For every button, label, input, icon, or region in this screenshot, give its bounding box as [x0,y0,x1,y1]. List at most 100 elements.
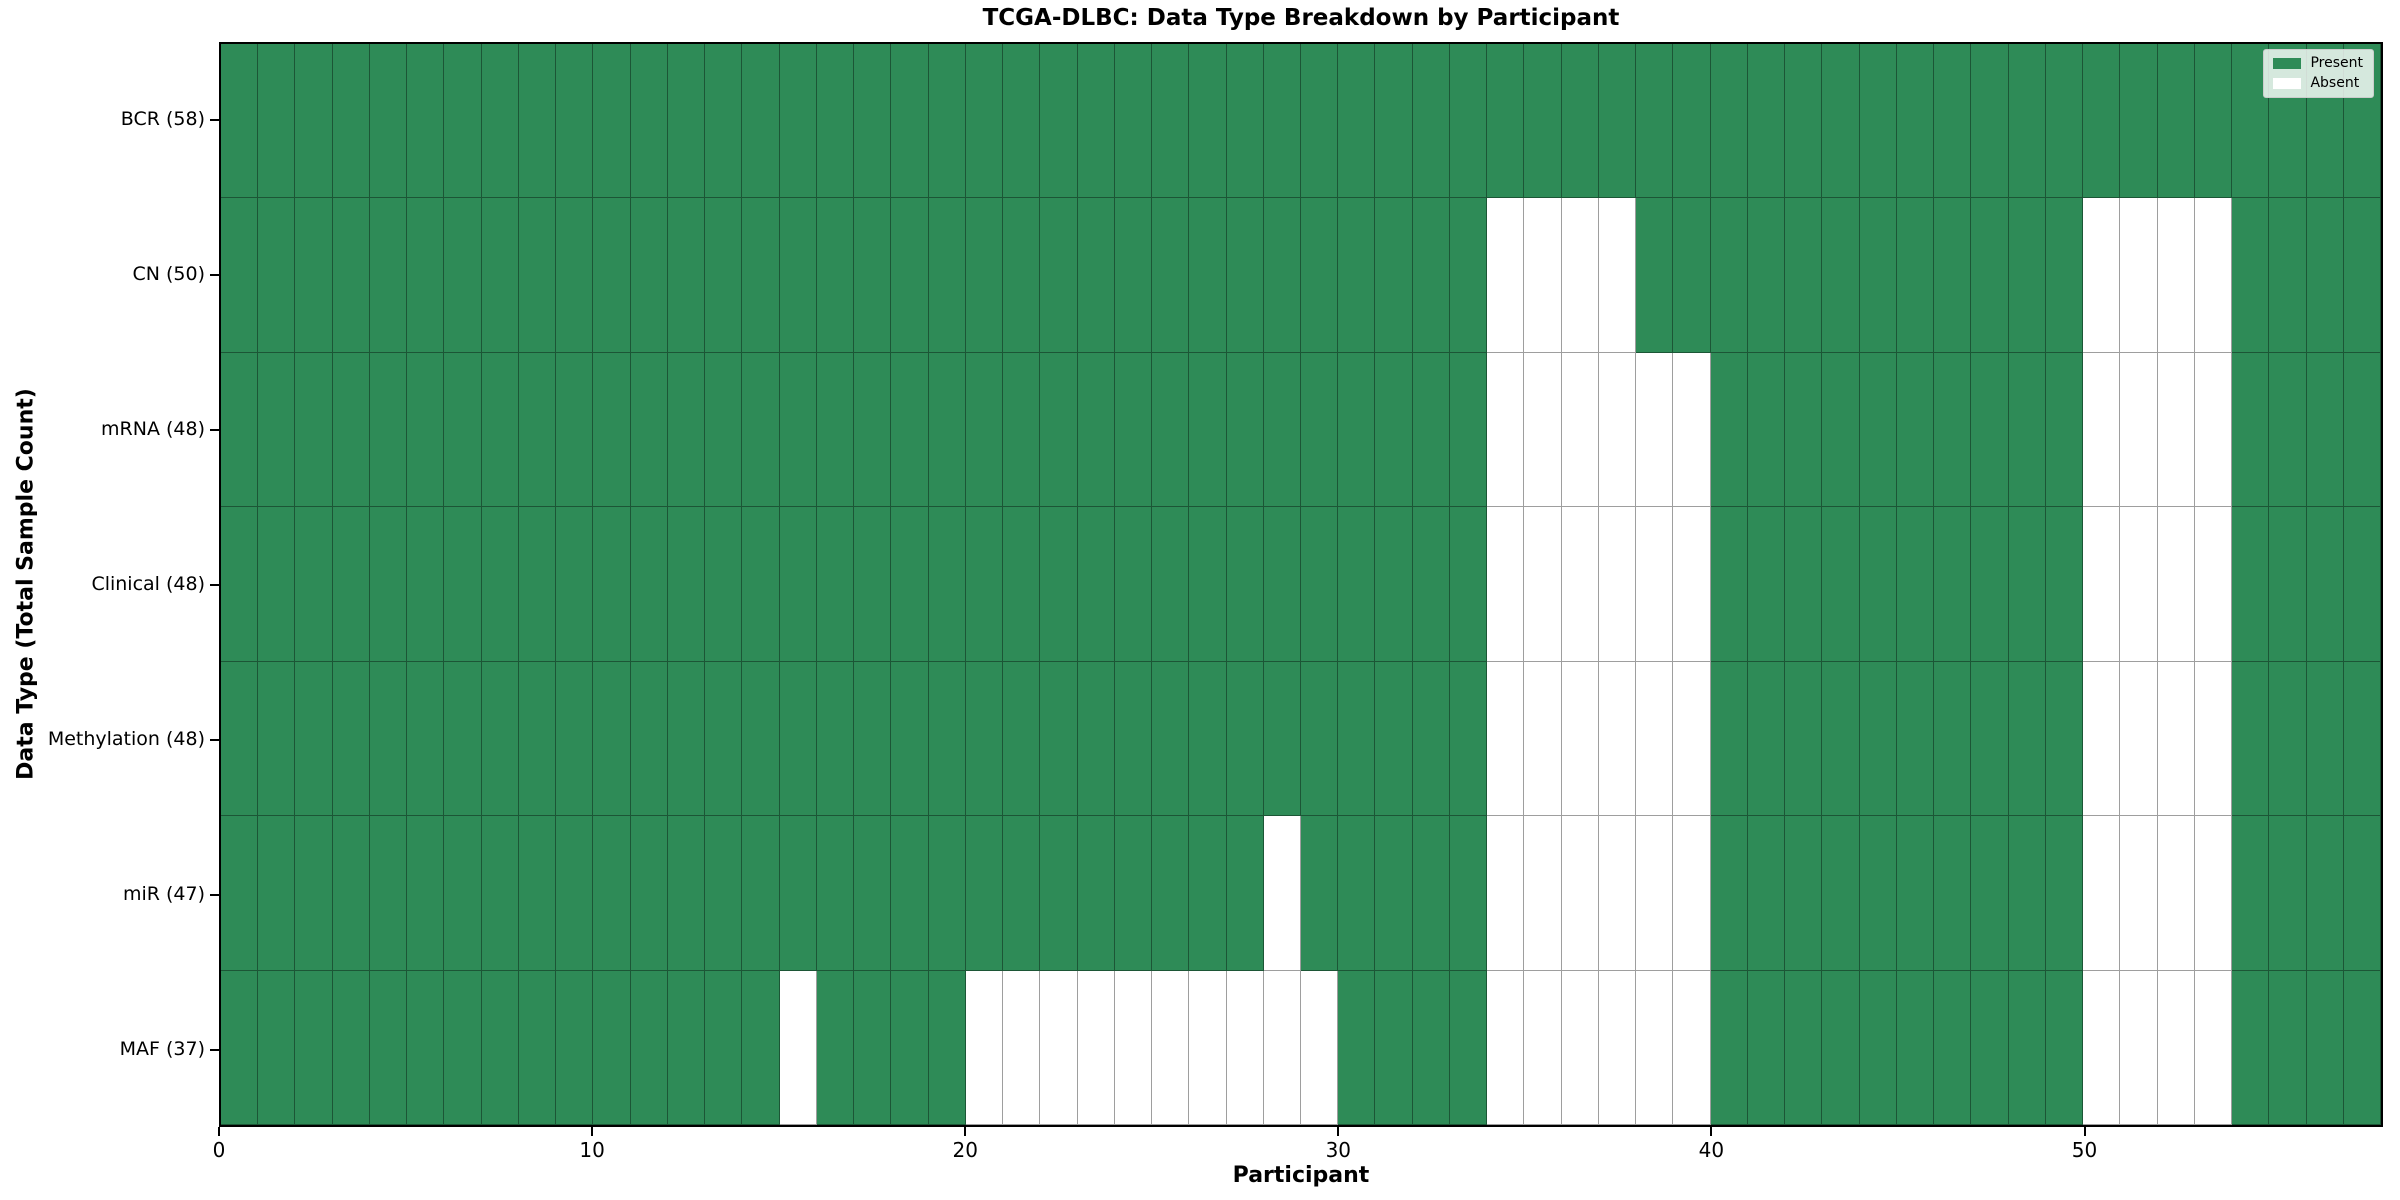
heatmap-cell [1524,816,1562,971]
heatmap-cell [1449,507,1488,662]
heatmap-cell [667,661,706,817]
heatmap-cell [854,507,892,662]
heatmap-cell [556,352,594,508]
heatmap-cell [1114,44,1153,199]
heatmap-cell [1152,198,1190,353]
heatmap-cell [1263,352,1301,508]
heatmap-cell [705,198,743,353]
heatmap-cell [1524,661,1562,817]
heatmap-cell [779,507,817,662]
heatmap-cell [1747,198,1786,353]
heatmap-cell [1785,507,1823,662]
heatmap-cell [1338,198,1376,353]
heatmap-cell [1822,44,1860,199]
y-tick-label: mRNA (48) [101,417,205,440]
x-tick-label: 20 [952,1138,978,1162]
heatmap-cell [1673,507,1711,662]
heatmap-cell [2157,970,2195,1125]
y-tick-mark [210,583,219,586]
heatmap-cell [1338,970,1376,1125]
heatmap-cell [332,44,370,199]
heatmap-cell [593,352,631,508]
heatmap-cell [2194,44,2233,199]
heatmap-cell [1189,970,1227,1125]
heatmap-cell [481,816,519,971]
heatmap-cell [1598,816,1637,971]
heatmap-cell [1636,970,1674,1125]
heatmap-cell [2306,816,2344,971]
heatmap-cell [1859,507,1897,662]
heatmap-cell [1598,970,1637,1125]
heatmap-cell [1673,198,1711,353]
heatmap-cell [928,816,966,971]
heatmap-cell [2083,970,2121,1125]
heatmap-cell [1785,970,1823,1125]
heatmap-cell [1636,816,1674,971]
heatmap-cell [556,661,594,817]
heatmap-cell [928,661,966,817]
heatmap-cell [1040,507,1078,662]
heatmap-cell [2120,352,2158,508]
heatmap-cell [1822,352,1860,508]
heatmap-cell [1710,816,1748,971]
x-tick-label: 50 [2071,1138,2098,1162]
heatmap-cell [1673,352,1711,508]
heatmap-cell [630,44,668,199]
heatmap-cell [556,507,594,662]
heatmap-cell [258,44,296,199]
heatmap-cell [854,816,892,971]
heatmap-cell [1934,661,1972,817]
heatmap-cell [1152,507,1190,662]
heatmap-cell [1114,970,1153,1125]
heatmap-cell [1822,198,1860,353]
heatmap-cell [518,816,557,971]
heatmap-cell [1189,507,1227,662]
y-tick-mark [210,1048,219,1051]
heatmap-cell [1375,352,1413,508]
y-axis-label: Data Type (Total Sample Count) [13,388,39,780]
heatmap-cell [1412,970,1450,1125]
heatmap-cell [1040,198,1078,353]
heatmap-cell [1561,816,1599,971]
legend-label-present: Present [2310,55,2363,71]
heatmap-cell [2083,816,2121,971]
heatmap-cell [593,816,631,971]
heatmap-cell [1673,44,1711,199]
heatmap-cell [1040,970,1078,1125]
heatmap-cell [2269,970,2307,1125]
heatmap-cell [407,352,445,508]
heatmap-cell [1636,661,1674,817]
heatmap-cell [221,970,259,1125]
heatmap-cell [1487,970,1525,1125]
heatmap-cell [1896,44,1935,199]
heatmap-cell [1300,198,1339,353]
heatmap-cell [407,44,445,199]
heatmap-cell [1747,661,1786,817]
heatmap-cell [1859,44,1897,199]
heatmap-cell [891,507,929,662]
heatmap-cell [1263,816,1301,971]
heatmap-cell [221,661,259,817]
heatmap-cell [1375,816,1413,971]
heatmap-cell [518,352,557,508]
heatmap-cell [295,661,333,817]
heatmap-cell [221,198,259,353]
heatmap-cell [444,661,482,817]
heatmap-cell [1971,507,2009,662]
heatmap-cell [1971,198,2009,353]
x-tick-mark [591,1127,594,1136]
heatmap-cell [779,352,817,508]
heatmap-cell [2045,970,2084,1125]
heatmap-cell [1040,44,1078,199]
heatmap-cell [854,661,892,817]
heatmap-cell [854,44,892,199]
heatmap-cell [1449,44,1488,199]
heatmap-cell [258,816,296,971]
heatmap-cell [481,661,519,817]
heatmap-cell [1040,816,1078,971]
heatmap-cell [1375,44,1413,199]
heatmap-cell [742,44,780,199]
heatmap-cell [854,970,892,1125]
heatmap-cell [965,44,1004,199]
heatmap-cell [891,816,929,971]
